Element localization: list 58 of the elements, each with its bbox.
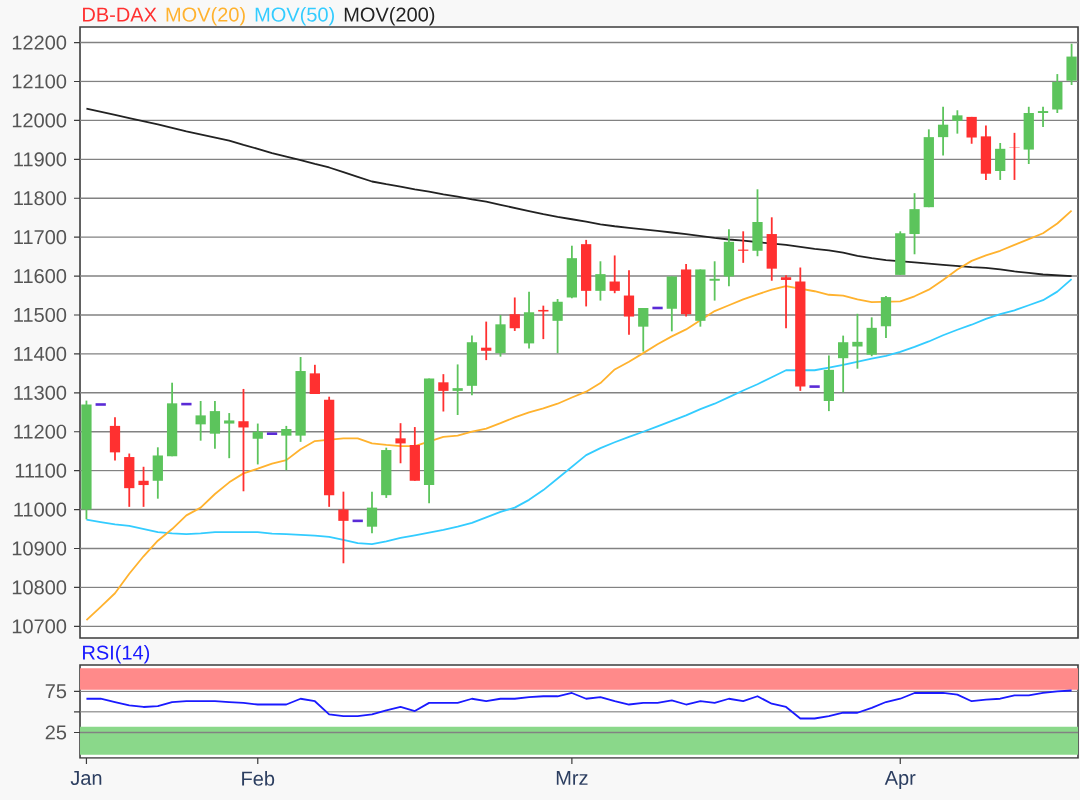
y-tick-label: 11100 [15, 463, 67, 478]
candlestick [366, 490, 378, 535]
candlestick [481, 320, 492, 362]
candlestick [995, 142, 1006, 181]
candlestick [838, 334, 849, 394]
candlestick [1009, 131, 1020, 181]
y-tick-label: 11400 [14, 346, 67, 361]
x-tick-label: Feb [242, 771, 275, 786]
y-tick-label: 11800 [14, 191, 67, 206]
candlestick [338, 490, 349, 565]
candlestick [238, 388, 249, 493]
y-tick-label: 10900 [12, 541, 67, 556]
candlestick [252, 422, 263, 466]
line-series [85, 209, 1073, 621]
candlestick [852, 312, 863, 370]
y-tick-label: 11600 [14, 269, 67, 284]
text: DB-DAX [83, 7, 157, 22]
candlestick [709, 260, 720, 302]
x-tick-label: Apr [884, 771, 916, 789]
y-tick-label: 11200 [14, 424, 67, 439]
x-tick-label: Mrz [556, 771, 588, 785]
y-tick-label: 12100 [12, 74, 67, 89]
x-tick-label: Jan [70, 771, 102, 786]
text: MOV(20) [166, 6, 245, 26]
text: MOV(200) [344, 6, 435, 26]
y-tick-label: 10700 [12, 619, 67, 634]
candlestick [937, 105, 949, 157]
y-tick-label: 11500 [14, 307, 67, 323]
candlestick [138, 465, 149, 508]
candlestick [595, 260, 606, 302]
candlestick [281, 425, 292, 472]
y-tick-label: 12200 [12, 35, 67, 50]
candlestick [552, 298, 563, 355]
y-tick-label: 25 [45, 725, 67, 740]
candlestick [395, 422, 406, 465]
y-tick-label: 11000 [14, 502, 67, 517]
candlestick [224, 412, 235, 460]
candlestick [780, 274, 792, 330]
candlestick [309, 363, 321, 395]
series-label: RSI(14) [83, 644, 150, 664]
candlestick [966, 116, 977, 145]
candlestick [638, 307, 649, 353]
candlestick [509, 296, 520, 332]
candlestick [623, 269, 635, 336]
candlestick [609, 254, 620, 295]
candlestick [195, 400, 206, 442]
y-tick-label: 12000 [12, 113, 67, 128]
y-tick-label: 11300 [14, 385, 67, 400]
candlestick [452, 363, 463, 416]
y-tick-label: 10800 [12, 580, 67, 595]
candlestick [438, 373, 449, 413]
y-tick-label: 11700 [14, 230, 67, 245]
candlestick [1037, 105, 1049, 128]
y-tick-label: 75 [45, 684, 67, 699]
text: MOV(50) [255, 6, 334, 26]
y-tick-label: 11900 [14, 152, 67, 167]
candlestick [952, 109, 963, 135]
candlestick [209, 400, 221, 450]
